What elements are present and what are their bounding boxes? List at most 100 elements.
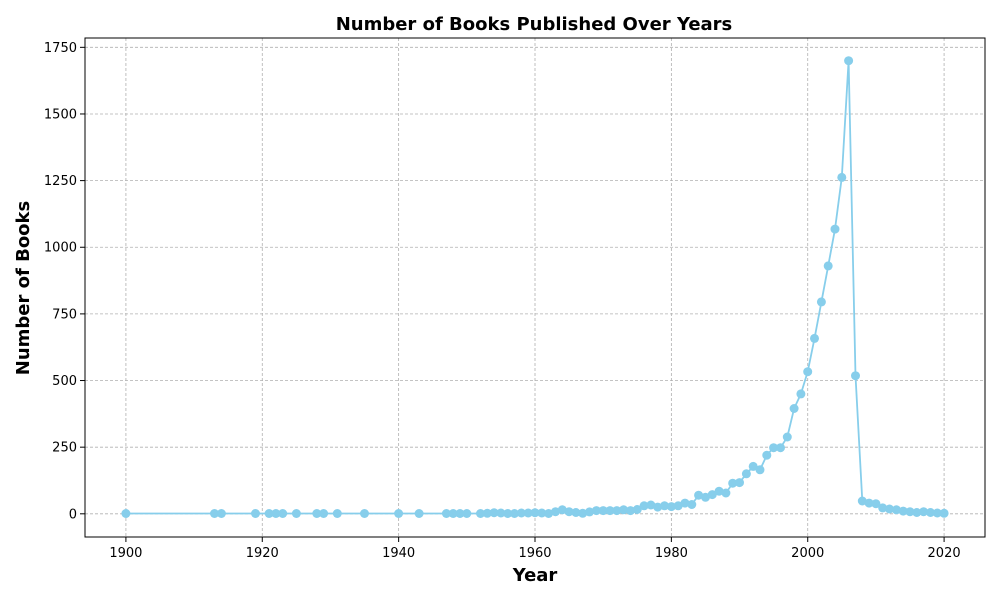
data-point (748, 461, 758, 471)
data-point (782, 432, 792, 442)
data-point (482, 508, 492, 518)
data-point (632, 505, 642, 514)
data-point (762, 450, 772, 460)
data-point (516, 508, 526, 518)
x-tick-label: 1900 (109, 546, 142, 561)
data-point (585, 507, 594, 517)
data-point (455, 509, 465, 518)
data-point (885, 504, 894, 514)
x-axis-label: Year (512, 565, 558, 586)
data-point (830, 224, 840, 234)
data-point (844, 56, 854, 66)
data-point (912, 508, 922, 517)
x-tick-label: 2000 (791, 546, 824, 561)
y-axis-label: Number of Books (13, 201, 34, 375)
y-tick-label: 500 (52, 374, 77, 389)
data-point (537, 508, 547, 518)
data-point (591, 506, 601, 516)
data-point (210, 509, 219, 518)
y-tick-label: 0 (69, 507, 77, 522)
data-point (857, 496, 867, 506)
data-point (653, 502, 663, 512)
data-point (776, 443, 785, 453)
data-point (878, 503, 888, 513)
data-point (441, 509, 451, 518)
data-point (871, 499, 881, 509)
y-tick-label: 1750 (44, 41, 77, 56)
grid-layer (85, 38, 985, 537)
data-point (626, 506, 635, 516)
data-point (510, 509, 519, 518)
data-point (530, 508, 540, 518)
data-point (851, 371, 860, 381)
data-point (557, 505, 567, 515)
data-point (503, 509, 513, 518)
data-point (735, 478, 744, 488)
data-point (489, 508, 499, 518)
data-point (898, 506, 908, 516)
data-point (121, 509, 131, 518)
data-point (823, 261, 833, 271)
x-tick-label: 1940 (382, 546, 415, 561)
data-point (769, 443, 779, 453)
data-point (360, 509, 369, 518)
data-point (728, 478, 738, 488)
y-tick-label: 250 (52, 441, 77, 456)
data-point (605, 506, 615, 516)
data-point (741, 469, 751, 479)
data-point (551, 507, 560, 517)
ticks-layer: 1900 1920 1940 1960 1980 2000 2020 0 250 500 750 10… (44, 41, 961, 561)
data-point (687, 500, 697, 509)
data-point (271, 509, 281, 518)
data-point (939, 508, 949, 518)
y-tick-label: 1500 (44, 107, 77, 122)
data-point (646, 500, 656, 510)
y-tick-label: 1000 (44, 241, 77, 256)
points-layer (121, 56, 949, 518)
data-point (496, 508, 506, 518)
x-tick-label: 2020 (928, 546, 961, 561)
data-point (216, 509, 226, 518)
plot-frame (84, 37, 986, 538)
data-point (619, 505, 629, 515)
data-point (905, 507, 915, 517)
data-point (680, 498, 690, 508)
data-point (278, 509, 288, 518)
data-point (639, 501, 649, 511)
data-point (810, 333, 819, 343)
data-point (796, 389, 806, 399)
data-point (476, 509, 485, 518)
data-point (312, 509, 322, 518)
data-point (448, 509, 458, 518)
data-point (571, 508, 581, 517)
data-point (707, 490, 717, 500)
x-tick-label: 1920 (246, 546, 279, 561)
data-point (926, 508, 935, 517)
data-point (694, 490, 704, 500)
data-point (673, 501, 683, 511)
data-point (462, 509, 472, 518)
data-point (891, 505, 901, 515)
x-tick-label: 1980 (655, 546, 688, 561)
data-point (816, 297, 826, 307)
data-point (864, 498, 874, 508)
data-point (291, 509, 301, 518)
data-point (666, 502, 676, 512)
data-point (714, 486, 724, 496)
data-point (332, 509, 342, 518)
data-point (803, 367, 813, 377)
data-point (394, 509, 404, 518)
data-point (721, 488, 731, 498)
data-point (264, 509, 274, 518)
data-point (564, 507, 574, 517)
y-tick-label: 750 (52, 307, 77, 322)
x-tick-label: 1960 (518, 546, 551, 561)
data-point (523, 508, 533, 518)
data-point (932, 508, 942, 518)
data-point (612, 506, 622, 516)
data-point (789, 404, 799, 413)
data-point (578, 508, 588, 518)
data-point (598, 506, 608, 516)
